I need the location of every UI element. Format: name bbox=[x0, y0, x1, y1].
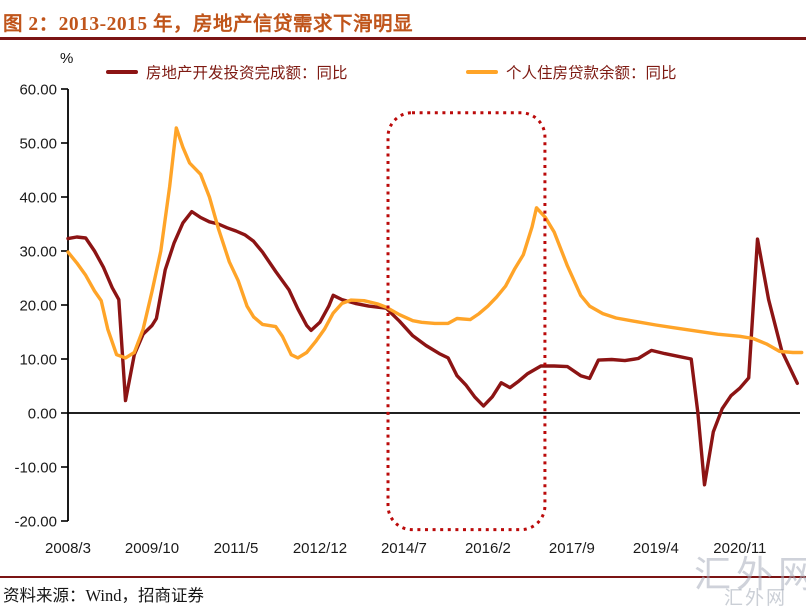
x-axis-tick-label: 2012/12 bbox=[293, 540, 347, 557]
series-line-housing-loan bbox=[66, 126, 804, 360]
y-axis-tick-label: 40.00 bbox=[19, 190, 57, 207]
figure-title: 图 2：2013-2015 年，房地产信贷需求下滑明显 bbox=[3, 14, 413, 35]
x-axis-tick-label: 2016/2 bbox=[465, 540, 511, 557]
chart-legend: 房地产开发投资完成额：同比 个人住房贷款余额：同比 bbox=[0, 60, 806, 84]
series-line-investment bbox=[66, 209, 799, 487]
y-axis-tick-label: -20.00 bbox=[14, 514, 57, 531]
legend-item-housing-loan: 个人住房贷款余额：同比 bbox=[466, 60, 677, 84]
watermark-text: 汇外网 bbox=[694, 555, 806, 596]
legend-line-swatch-red bbox=[106, 69, 138, 75]
legend-label-housing-loan: 个人住房贷款余额：同比 bbox=[506, 65, 677, 82]
x-axis-tick-label: 2009/10 bbox=[125, 540, 179, 557]
x-axis-tick-label: 2017/9 bbox=[549, 540, 595, 557]
title-underline-rule bbox=[0, 37, 806, 40]
y-axis-tick-label: 30.00 bbox=[19, 244, 57, 261]
x-axis-tick-label: 2008/3 bbox=[45, 540, 91, 557]
y-axis-tick-label: 0.00 bbox=[28, 406, 57, 423]
x-axis-tick-label: 2011/5 bbox=[214, 540, 259, 557]
y-axis-tick-label: 20.00 bbox=[19, 298, 57, 315]
footer-rule bbox=[0, 576, 806, 578]
y-axis-tick-label: 50.00 bbox=[19, 136, 57, 153]
highlight-box-2014-2016 bbox=[386, 111, 547, 532]
y-axis-unit-label: % bbox=[60, 50, 74, 67]
legend-line-swatch-orange bbox=[466, 69, 498, 75]
watermark-text-small: 汇外网 bbox=[724, 588, 788, 606]
y-axis-tick-label: 60.00 bbox=[19, 82, 57, 99]
y-axis-tick-label: 10.00 bbox=[19, 352, 57, 369]
legend-label-investment: 房地产开发投资完成额：同比 bbox=[146, 65, 348, 82]
x-axis-tick-label: 2020/11 bbox=[713, 540, 766, 557]
source-note: 资料来源：Wind，招商证券 bbox=[3, 586, 204, 605]
y-axis-tick-label: -10.00 bbox=[14, 460, 57, 477]
x-axis-tick-label: 2014/7 bbox=[381, 540, 427, 557]
x-axis-tick-label: 2019/4 bbox=[633, 540, 679, 557]
legend-item-investment: 房地产开发投资完成额：同比 bbox=[106, 60, 348, 84]
